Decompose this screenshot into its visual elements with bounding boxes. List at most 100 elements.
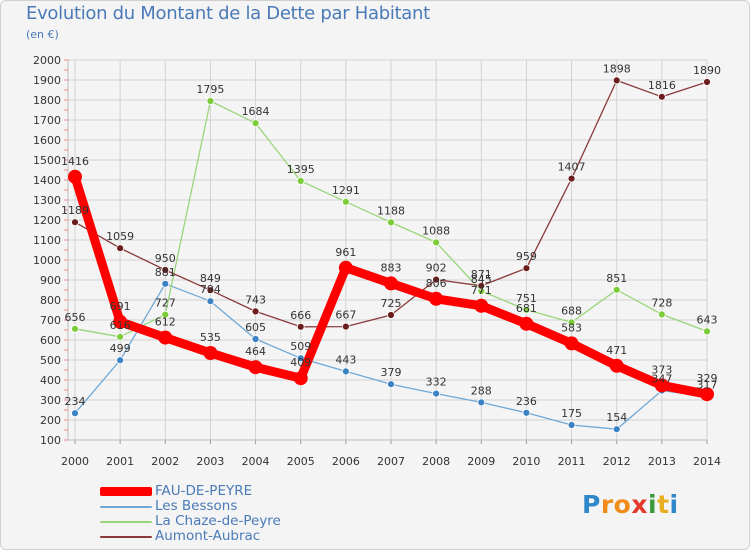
y-tick-label: 300	[40, 394, 61, 407]
data-label: 175	[561, 407, 582, 420]
data-label: 845	[471, 273, 492, 286]
data-point	[116, 332, 125, 341]
data-point	[567, 174, 576, 183]
logo-letter: o	[613, 490, 632, 519]
data-label: 443	[335, 353, 356, 366]
data-label: 329	[697, 372, 718, 385]
data-label: 743	[245, 293, 266, 306]
y-tick-label: 1500	[33, 154, 61, 167]
y-tick-label: 1200	[33, 214, 61, 227]
data-point	[251, 307, 260, 316]
data-label: 751	[516, 292, 537, 305]
data-point	[158, 330, 173, 345]
x-tick-label: 2008	[422, 455, 450, 468]
data-point	[161, 310, 170, 319]
data-label: 667	[335, 309, 356, 322]
data-point	[700, 387, 714, 402]
data-label: 1291	[332, 184, 360, 197]
data-label: 1088	[422, 224, 450, 237]
data-label: 1795	[196, 83, 224, 96]
legend-swatch	[100, 536, 152, 538]
legend-swatch	[100, 487, 152, 496]
data-point	[341, 197, 350, 206]
data-point	[206, 297, 215, 306]
data-label: 1395	[287, 163, 315, 176]
legend-label: Les Bessons	[155, 498, 238, 514]
data-label: 881	[155, 266, 176, 279]
x-tick-label: 2013	[648, 455, 676, 468]
data-point	[567, 421, 576, 429]
data-point	[116, 356, 125, 365]
data-label: 959	[516, 250, 537, 263]
y-tick-label: 100	[40, 434, 61, 447]
data-point	[432, 389, 441, 398]
logo-letter: x	[631, 490, 648, 519]
data-label: 288	[471, 384, 492, 397]
data-label: 373	[651, 363, 672, 376]
data-label: 605	[245, 321, 266, 334]
data-point	[341, 322, 350, 331]
data-label: 688	[561, 304, 582, 317]
data-point	[384, 276, 398, 291]
legend-item-fau-de-peyre: FAU-DE-PEYRE	[100, 484, 400, 499]
logo-letter: r	[600, 490, 614, 519]
x-tick-label: 2002	[151, 455, 179, 468]
data-label: 535	[200, 331, 221, 344]
legend-item-les-bessons: Les Bessons	[100, 499, 400, 514]
data-label: 379	[381, 366, 402, 379]
data-label: 154	[606, 411, 627, 424]
data-point	[206, 286, 215, 295]
data-point	[522, 305, 531, 314]
data-point	[567, 318, 576, 327]
data-label: 728	[651, 296, 672, 309]
y-tick-label: 400	[40, 374, 61, 387]
data-label: 691	[110, 300, 131, 313]
data-label: 681	[516, 302, 537, 315]
data-point	[68, 169, 82, 184]
y-tick-label: 700	[40, 314, 61, 327]
data-point	[251, 119, 260, 128]
data-point	[341, 367, 350, 376]
y-tick-label: 1000	[33, 254, 61, 267]
x-tick-label: 2010	[512, 455, 540, 468]
data-label: 950	[155, 252, 176, 265]
legend-swatch	[100, 506, 152, 508]
data-label: 234	[65, 395, 86, 408]
data-point	[251, 335, 260, 343]
data-point	[657, 92, 666, 101]
data-point	[248, 360, 263, 375]
data-point	[703, 327, 711, 336]
data-label: 317	[697, 379, 718, 392]
x-tick-label: 2007	[377, 455, 405, 468]
data-label: 849	[200, 272, 221, 285]
legend-swatch	[100, 521, 152, 523]
y-tick-label: 800	[40, 294, 61, 307]
y-tick-label: 1400	[33, 174, 61, 187]
x-tick-label: 2004	[242, 455, 270, 468]
data-label: 1407	[558, 161, 586, 174]
y-tick-label: 2000	[33, 54, 61, 67]
data-label: 806	[426, 277, 447, 290]
data-label: 583	[561, 321, 582, 334]
data-label: 616	[110, 319, 131, 332]
logo-letter: i	[648, 490, 658, 519]
data-point	[296, 322, 305, 331]
x-tick-label: 2000	[61, 455, 89, 468]
chart-legend: FAU-DE-PEYRE Les Bessons La Chaze-de-Pey…	[100, 484, 400, 544]
data-label: 332	[426, 376, 447, 389]
data-point	[657, 310, 666, 319]
data-point	[387, 311, 395, 319]
y-tick-label: 1800	[33, 94, 61, 107]
data-label: 1684	[242, 105, 270, 118]
data-label: 666	[290, 309, 311, 322]
data-label: 725	[381, 297, 402, 310]
data-label: 727	[155, 297, 176, 310]
data-point	[293, 371, 308, 386]
legend-item-la-chaze-de-peyre: La Chaze-de-Peyre	[100, 514, 400, 529]
chart-title: Evolution du Montant de la Dette par Hab…	[26, 3, 430, 24]
x-tick-label: 2011	[558, 455, 586, 468]
logo-letter: t	[657, 490, 670, 519]
data-point	[113, 314, 128, 329]
data-point	[296, 177, 305, 185]
data-point	[477, 281, 486, 290]
